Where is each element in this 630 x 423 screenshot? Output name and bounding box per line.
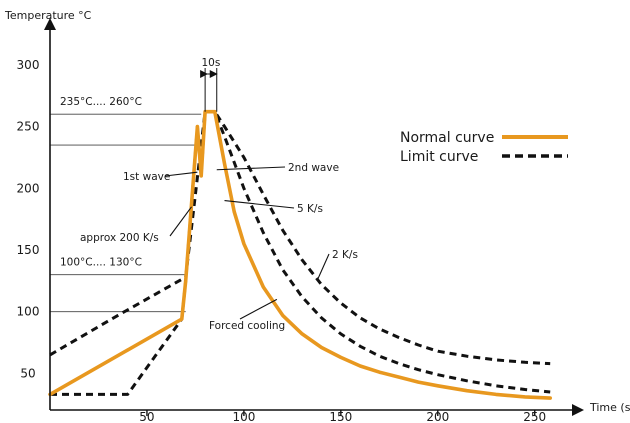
annotation-leader [239, 298, 278, 320]
annotation-leader [216, 166, 286, 171]
annotations: 10s 1st wave 2nd wave approx 200 K/s 5 K/s 2 … [80, 57, 358, 332]
y-tick-label: 50 [20, 366, 35, 380]
y-tick-label: 300 [17, 58, 40, 72]
legend-normal-label: Normal curve [400, 130, 494, 146]
legend: Normal curve Limit curve [400, 130, 568, 165]
x-axis-title: Time (s) [589, 401, 630, 414]
tick-labels: 50 100 150 200 250 50 100 150 200 250 300 [17, 58, 547, 423]
interval-label: 10s [202, 57, 221, 69]
x-axis-arrow-icon [572, 404, 584, 416]
x-tick-label: 150 [329, 410, 352, 423]
annotation-leader [317, 253, 330, 280]
x-tick-label: 250 [523, 410, 546, 423]
y-axis-title: Temperature °C [4, 9, 92, 22]
y-tick-label: 100 [17, 305, 40, 319]
annotation-label: 1st wave [123, 171, 170, 183]
y-axis-arrow-icon [44, 18, 56, 30]
annotation-leader [169, 206, 192, 237]
annotation-label: approx 200 K/s [80, 232, 159, 244]
y-tick-label: 150 [17, 243, 40, 257]
legend-limit-label: Limit curve [400, 149, 478, 165]
normal-curve-line [48, 109, 553, 400]
x-tick-label: 50 [139, 410, 154, 423]
annotation-label: Forced cooling [209, 320, 285, 332]
reference-range-label: 235°C.... 260°C [60, 96, 142, 108]
x-tick-label: 200 [426, 410, 449, 423]
annotation-leader [164, 171, 198, 177]
annotation-label: 5 K/s [297, 203, 323, 215]
reference-range-label: 100°C.... 130°C [60, 257, 142, 269]
annotation-label: 2nd wave [288, 162, 339, 174]
y-tick-label: 200 [17, 181, 40, 195]
annotation-label: 2 K/s [332, 249, 358, 261]
y-tick-label: 250 [17, 120, 40, 134]
reference-lines: 235°C.... 260°C 100°C.... 130°C [50, 96, 202, 313]
x-tick-label: 100 [232, 410, 255, 423]
annotation-leader [224, 200, 295, 209]
axes: Temperature °C Time (s) [4, 9, 630, 416]
series-layer [48, 109, 553, 400]
